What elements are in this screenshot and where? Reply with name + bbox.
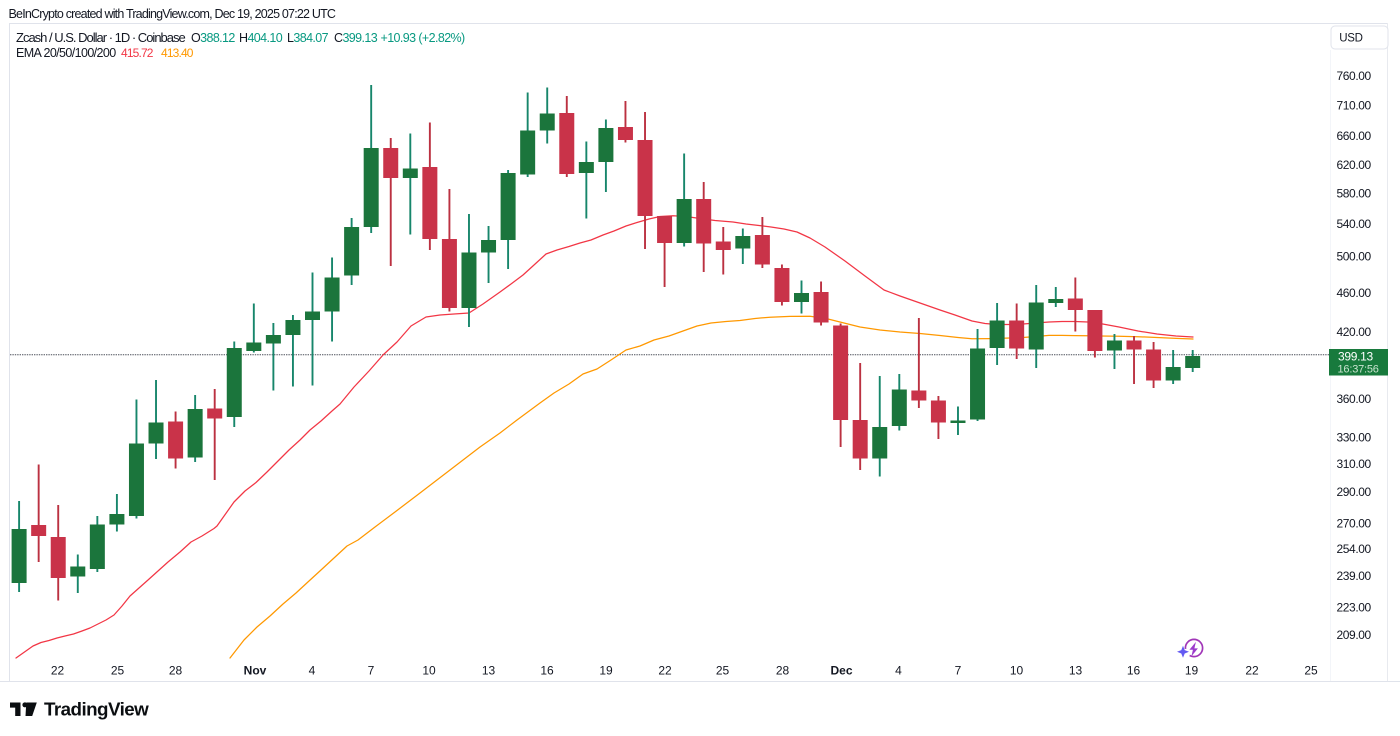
svg-text:10: 10 bbox=[422, 664, 436, 678]
svg-text:13: 13 bbox=[1069, 664, 1083, 678]
svg-text:Nov: Nov bbox=[244, 664, 267, 678]
svg-text:EMA 20/50/100/200: EMA 20/50/100/200 bbox=[16, 46, 116, 60]
svg-text:290.00: 290.00 bbox=[1337, 485, 1372, 499]
svg-text:USD: USD bbox=[1339, 33, 1362, 45]
svg-text:L384.07: L384.07 bbox=[287, 31, 329, 45]
svg-text:28: 28 bbox=[169, 664, 183, 678]
svg-text:+10.93 (+2.82%): +10.93 (+2.82%) bbox=[381, 31, 466, 45]
svg-text:399.13: 399.13 bbox=[1338, 350, 1374, 364]
svg-text:H404.10: H404.10 bbox=[239, 31, 283, 45]
svg-text:25: 25 bbox=[716, 664, 730, 678]
svg-text:330.00: 330.00 bbox=[1337, 431, 1372, 445]
svg-text:25: 25 bbox=[1304, 664, 1318, 678]
svg-text:254.00: 254.00 bbox=[1337, 542, 1372, 556]
svg-text:660.00: 660.00 bbox=[1337, 129, 1372, 143]
svg-text:22: 22 bbox=[51, 664, 65, 678]
svg-text:O388.12: O388.12 bbox=[191, 31, 235, 45]
svg-text:7: 7 bbox=[368, 664, 375, 678]
svg-text:760.00: 760.00 bbox=[1337, 69, 1372, 83]
svg-text:C399.13: C399.13 bbox=[334, 31, 378, 45]
svg-text:BeInCrypto created with Tradin: BeInCrypto created with TradingView.com,… bbox=[9, 7, 336, 21]
svg-text:22: 22 bbox=[1245, 664, 1259, 678]
svg-text:16: 16 bbox=[540, 664, 554, 678]
svg-text:310.00: 310.00 bbox=[1337, 457, 1372, 471]
svg-text:28: 28 bbox=[776, 664, 790, 678]
svg-text:239.00: 239.00 bbox=[1337, 569, 1372, 583]
svg-text:460.00: 460.00 bbox=[1337, 286, 1372, 300]
svg-text:22: 22 bbox=[658, 664, 672, 678]
svg-text:223.00: 223.00 bbox=[1337, 601, 1372, 615]
svg-text:413.40: 413.40 bbox=[161, 46, 194, 60]
svg-text:415.72: 415.72 bbox=[121, 46, 154, 60]
svg-text:710.00: 710.00 bbox=[1337, 99, 1372, 113]
svg-text:4: 4 bbox=[895, 664, 902, 678]
svg-text:16:37:56: 16:37:56 bbox=[1338, 364, 1379, 376]
svg-text:Dec: Dec bbox=[830, 664, 852, 678]
svg-text:500.00: 500.00 bbox=[1337, 250, 1372, 264]
svg-text:540.00: 540.00 bbox=[1337, 217, 1372, 231]
svg-text:10: 10 bbox=[1010, 664, 1024, 678]
svg-text:19: 19 bbox=[1185, 664, 1199, 678]
svg-text:7: 7 bbox=[955, 664, 962, 678]
svg-text:620.00: 620.00 bbox=[1337, 158, 1372, 172]
svg-text:TradingView: TradingView bbox=[44, 699, 149, 720]
svg-text:13: 13 bbox=[482, 664, 496, 678]
svg-text:360.00: 360.00 bbox=[1337, 392, 1372, 406]
svg-text:25: 25 bbox=[111, 664, 125, 678]
svg-text:420.00: 420.00 bbox=[1337, 325, 1372, 339]
svg-text:Zcash / U.S. Dollar · 1D · Coi: Zcash / U.S. Dollar · 1D · Coinbase bbox=[16, 30, 186, 45]
svg-text:16: 16 bbox=[1127, 664, 1141, 678]
svg-text:4: 4 bbox=[309, 664, 316, 678]
svg-text:270.00: 270.00 bbox=[1337, 517, 1372, 531]
svg-text:580.00: 580.00 bbox=[1337, 187, 1372, 201]
svg-text:209.00: 209.00 bbox=[1337, 628, 1372, 642]
svg-text:19: 19 bbox=[599, 664, 613, 678]
